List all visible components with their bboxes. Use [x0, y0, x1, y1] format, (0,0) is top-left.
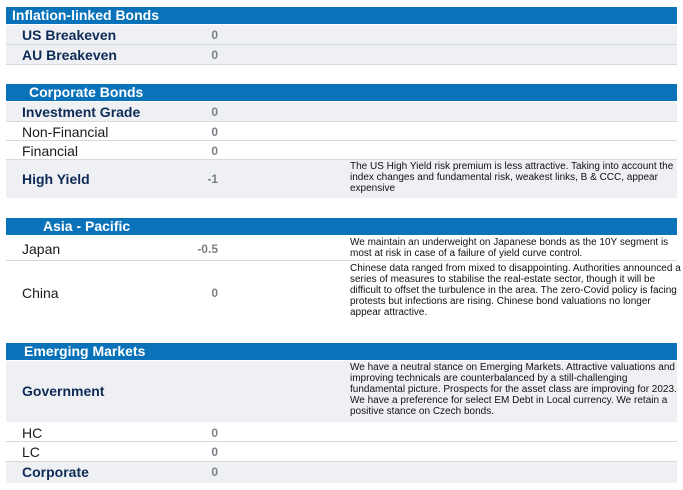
- row-comment: Chinese data ranged from mixed to disapp…: [350, 263, 681, 318]
- row-corporate: Corporate 0: [6, 462, 677, 483]
- row-label: AU Breakeven: [22, 47, 117, 63]
- row-score: 0: [211, 28, 218, 42]
- row-score: 0: [211, 445, 218, 459]
- row-score: 0: [211, 125, 218, 139]
- row-label: Financial: [22, 143, 79, 159]
- row-non-financial: Non-Financial 0: [6, 122, 677, 141]
- row-score: 0: [211, 465, 218, 479]
- row-label: Japan: [22, 241, 61, 257]
- row-label: High Yield: [22, 171, 90, 187]
- row-comment: We maintain an underweight on Japanese b…: [350, 237, 669, 259]
- row-score: 0: [211, 48, 218, 62]
- row-score: 0: [211, 105, 218, 119]
- row-score: 0: [211, 426, 218, 440]
- row-us-breakeven: US Breakeven 0: [6, 25, 677, 45]
- row-label: Non-Financial: [22, 124, 109, 140]
- row-financial: Financial 0: [6, 141, 677, 160]
- row-comment: The US High Yield risk premium is less a…: [350, 161, 674, 194]
- row-investment-grade: Investment Grade 0: [6, 102, 677, 122]
- row-score: -1: [207, 172, 218, 186]
- row-label: Corporate: [22, 464, 89, 480]
- row-score: -0.5: [197, 242, 218, 256]
- row-lc: LC 0: [6, 442, 677, 462]
- row-au-breakeven: AU Breakeven 0: [6, 45, 677, 65]
- row-label: Government: [22, 383, 105, 399]
- row-label: Investment Grade: [22, 104, 141, 120]
- section-header-inflation-linked-bonds: Inflation-linked Bonds: [6, 7, 677, 24]
- row-label: LC: [22, 444, 40, 460]
- row-high-yield: High Yield -1 The US High Yield risk pre…: [6, 160, 677, 198]
- row-china: China 0 Chinese data ranged from mixed t…: [6, 261, 681, 323]
- section-title: Emerging Markets: [24, 343, 146, 359]
- row-score: 0: [211, 286, 218, 300]
- section-title: Corporate Bonds: [29, 84, 144, 100]
- row-score: 0: [211, 144, 218, 158]
- section-title: Asia - Pacific: [43, 218, 131, 234]
- section-header-corporate-bonds: Corporate Bonds: [6, 84, 677, 101]
- section-header-emerging-markets: Emerging Markets: [6, 343, 677, 360]
- row-label: US Breakeven: [22, 27, 117, 43]
- row-comment: We have a neutral stance on Emerging Mar…: [350, 362, 677, 417]
- row-label: China: [22, 285, 59, 301]
- row-government: Government We have a neutral stance on E…: [6, 361, 677, 422]
- section-header-asia-pacific: Asia - Pacific: [6, 218, 677, 235]
- row-japan: Japan -0.5 We maintain an underweight on…: [6, 236, 677, 261]
- row-label: HC: [22, 425, 43, 441]
- row-hc: HC 0: [6, 423, 677, 442]
- section-title: Inflation-linked Bonds: [12, 7, 159, 23]
